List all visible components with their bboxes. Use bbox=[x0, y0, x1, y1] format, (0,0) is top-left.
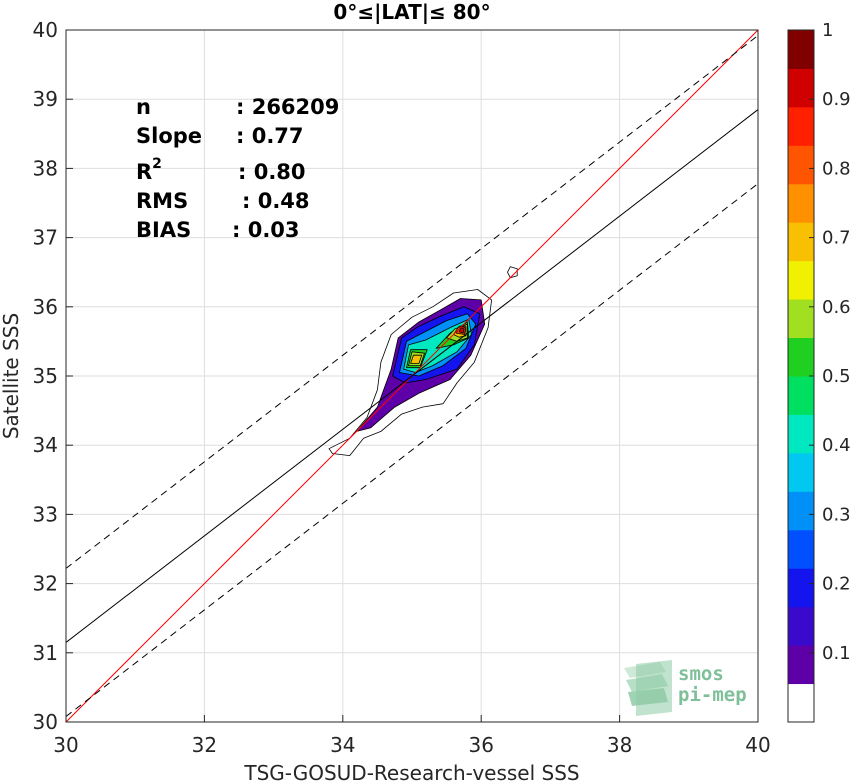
colorbar-tick-label: 0.5 bbox=[822, 366, 851, 387]
colorbar-tick-label: 0.2 bbox=[822, 574, 851, 595]
stat-r2-label: R2 bbox=[136, 156, 162, 184]
grid-lines bbox=[65, 29, 759, 723]
y-tick-label: 34 bbox=[33, 433, 58, 457]
x-tick-label: 38 bbox=[607, 733, 632, 757]
y-tick-label: 40 bbox=[33, 18, 58, 42]
x-tick-label: 30 bbox=[53, 733, 78, 757]
stat-r2-value: : 0.80 bbox=[238, 160, 306, 184]
colorbar-tick-label: 0.6 bbox=[822, 297, 851, 318]
colorbar-tick-label: 0.3 bbox=[822, 504, 851, 525]
reference-lines bbox=[66, 30, 758, 722]
stat-n-value: : 266209 bbox=[236, 95, 339, 119]
y-tick-label: 33 bbox=[33, 502, 58, 526]
x-axis-ticks: 30 32 34 36 38 40 bbox=[53, 715, 771, 757]
stat-r2-base: R bbox=[136, 160, 152, 184]
colorbar-tick-label: 1 bbox=[822, 20, 833, 41]
y-tick-label: 30 bbox=[33, 710, 58, 734]
colorbar-band bbox=[788, 414, 814, 454]
density-contours bbox=[328, 266, 518, 457]
colorbar-band bbox=[788, 260, 814, 300]
stat-bias-value: : 0.03 bbox=[232, 218, 300, 242]
y-tick-label: 32 bbox=[33, 572, 58, 596]
colorbar-tick-label: 0.9 bbox=[822, 89, 851, 110]
colorbar-tick-label: 0.7 bbox=[822, 228, 851, 249]
colorbar-band bbox=[788, 452, 814, 492]
upper-bound-line bbox=[66, 35, 758, 569]
x-tick-label: 36 bbox=[468, 733, 493, 757]
stat-n-label: n bbox=[136, 95, 151, 119]
colorbar-tick-label: 0.8 bbox=[822, 158, 851, 179]
x-tick-label: 32 bbox=[192, 733, 217, 757]
x-axis-label: TSG-GOSUD-Research-vessel SSS bbox=[243, 761, 579, 784]
x-tick-label: 40 bbox=[745, 733, 770, 757]
colorbar-band bbox=[788, 222, 814, 262]
colorbar-band bbox=[788, 106, 814, 146]
colorbar-band bbox=[788, 529, 814, 569]
smos-pi-mep-logo: smos pi-mep bbox=[624, 660, 747, 716]
colorbar-band bbox=[788, 491, 814, 531]
colorbar bbox=[788, 30, 814, 723]
y-tick-label: 37 bbox=[33, 226, 58, 250]
colorbar-band bbox=[788, 683, 814, 723]
stat-r2-sup: 2 bbox=[152, 156, 162, 172]
y-tick-label: 38 bbox=[33, 156, 58, 180]
logo-text-smos: smos bbox=[678, 663, 724, 685]
regression-line bbox=[66, 109, 758, 643]
colorbar-tick-label: 0.1 bbox=[822, 643, 851, 664]
density-contour bbox=[507, 266, 518, 279]
colorbar-band bbox=[788, 30, 814, 69]
colorbar-band bbox=[788, 68, 814, 108]
colorbar-ticks: 0.1 0.2 0.3 0.4 0.5 0.6 0.7 0.8 0.9 1 bbox=[809, 20, 851, 664]
y-tick-label: 39 bbox=[33, 87, 58, 111]
x-tick-label: 34 bbox=[330, 733, 355, 757]
colorbar-band bbox=[788, 183, 814, 223]
colorbar-band bbox=[788, 645, 814, 685]
stat-slope-value: : 0.77 bbox=[236, 124, 304, 148]
lower-bound-line bbox=[66, 183, 758, 717]
stat-rms-label: RMS bbox=[136, 189, 188, 213]
density-contour bbox=[458, 327, 465, 334]
chart-title: 0°≤|LAT|≤ 80° bbox=[333, 0, 490, 24]
y-tick-label: 35 bbox=[33, 364, 58, 388]
colorbar-tick-label: 0.4 bbox=[822, 435, 851, 456]
stat-slope-label: Slope bbox=[136, 124, 202, 148]
y-tick-label: 36 bbox=[33, 295, 58, 319]
colorbar-band bbox=[788, 337, 814, 377]
logo-text-pi-mep: pi-mep bbox=[678, 684, 747, 706]
colorbar-band bbox=[788, 376, 814, 415]
density-contour bbox=[410, 354, 423, 364]
logo-mark-icon bbox=[624, 660, 672, 716]
colorbar-band bbox=[788, 568, 814, 608]
colorbar-band bbox=[788, 299, 814, 339]
y-axis-ticks: 30 31 32 33 34 35 36 37 38 39 40 bbox=[33, 18, 73, 734]
stats-box: n : 266209 Slope : 0.77 R2 : 0.80 RMS : … bbox=[136, 95, 339, 242]
y-tick-label: 31 bbox=[33, 641, 58, 665]
colorbar-band bbox=[788, 606, 814, 646]
stat-rms-value: : 0.48 bbox=[242, 189, 310, 213]
y-axis-label: Satellite SSS bbox=[0, 313, 23, 439]
colorbar-band bbox=[788, 145, 814, 185]
stat-bias-label: BIAS bbox=[136, 218, 191, 242]
